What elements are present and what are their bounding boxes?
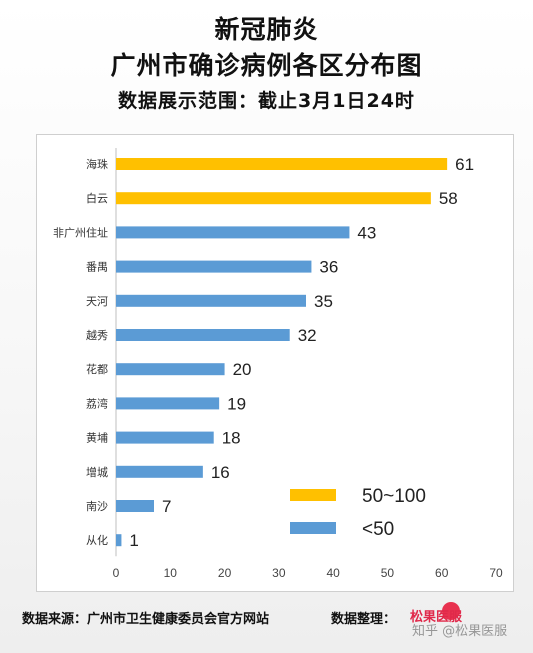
chart-subtitle: 数据展示范围：截止3月1日24时	[118, 90, 415, 112]
x-tick-label: 60	[435, 566, 449, 580]
bar	[116, 534, 122, 547]
data-label: 35	[314, 292, 333, 311]
x-tick-label: 30	[272, 566, 286, 580]
bar	[116, 363, 225, 376]
bar	[116, 329, 290, 341]
bar	[116, 294, 306, 307]
bar	[116, 260, 312, 273]
x-tick-label: 20	[218, 566, 232, 580]
data-label: 7	[162, 497, 171, 516]
data-source-text: 数据来源：广州市卫生健康委员会官方网站	[22, 612, 270, 627]
x-tick-label: 10	[164, 566, 178, 580]
bar	[116, 158, 448, 170]
category-label: 越秀	[86, 328, 108, 342]
data-label: 19	[227, 394, 246, 413]
category-label: 花都	[86, 363, 108, 376]
legend-swatch	[290, 522, 336, 534]
legend-label: 50~100	[362, 486, 426, 507]
data-label: 61	[455, 155, 474, 174]
bar	[116, 431, 214, 444]
bar	[116, 192, 431, 205]
bar	[116, 500, 154, 512]
data-label: 58	[439, 189, 458, 208]
category-label: 从化	[86, 533, 108, 547]
x-tick-label: 50	[381, 566, 395, 580]
x-tick-label: 70	[489, 566, 503, 580]
category-label: 南沙	[86, 500, 108, 513]
data-label: 16	[211, 463, 230, 482]
bar	[116, 397, 220, 410]
bar	[116, 465, 203, 478]
data-label: 36	[319, 258, 338, 277]
x-tick-label: 0	[113, 566, 120, 580]
legend-label: <50	[362, 519, 394, 540]
bar	[116, 226, 350, 239]
category-label: 荔湾	[86, 396, 108, 410]
category-label: 黄埔	[86, 431, 108, 445]
chart-title-line-2: 广州市确诊病例各区分布图	[110, 51, 423, 80]
data-label: 32	[298, 326, 317, 345]
data-organizer-label: 数据整理：	[331, 612, 397, 627]
watermark: 知乎 @松果医服	[412, 624, 508, 639]
data-label: 43	[357, 223, 376, 242]
category-label: 海珠	[86, 157, 108, 171]
category-label: 天河	[86, 295, 108, 308]
organizer-logo: 松果医服	[410, 610, 463, 625]
category-label: 白云	[86, 191, 108, 205]
category-label: 番禺	[86, 261, 108, 274]
chart-title: 新冠肺炎	[214, 15, 319, 44]
category-label: 非广州住址	[53, 225, 108, 239]
heart-logo-icon	[442, 602, 460, 620]
data-label: 1	[129, 531, 138, 550]
data-label: 20	[233, 360, 252, 379]
legend-swatch	[290, 489, 336, 501]
x-tick-label: 40	[326, 566, 340, 580]
category-label: 增城	[86, 465, 108, 479]
data-label: 18	[222, 429, 241, 448]
